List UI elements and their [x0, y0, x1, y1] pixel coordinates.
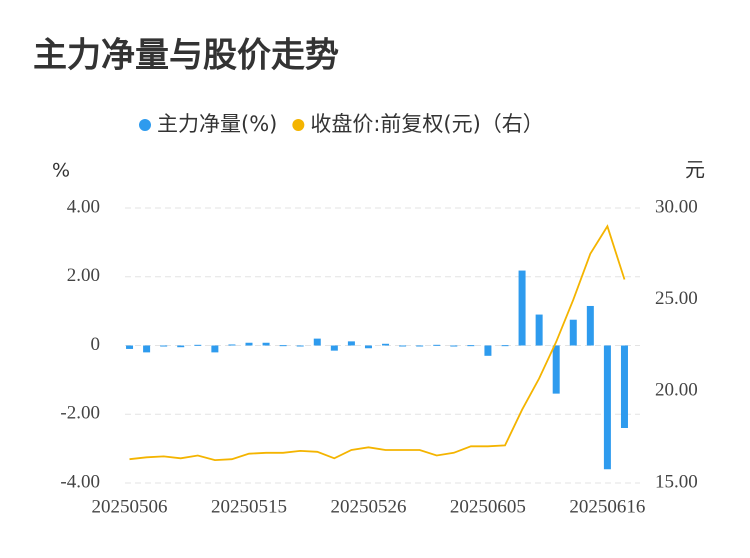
bar: [382, 343, 390, 346]
y-tick-label: 4.00: [67, 196, 100, 217]
x-tick-label: 20250605: [450, 496, 526, 517]
bar: [518, 270, 526, 346]
legend-label: 收盘价:前复权(元)（右）: [310, 112, 543, 136]
bar: [603, 345, 611, 470]
legend-marker: [139, 119, 151, 131]
bar: [569, 319, 577, 346]
bar: [399, 345, 407, 347]
bar: [228, 344, 236, 346]
legend-label: 主力净量(%): [157, 112, 277, 136]
bar: [467, 345, 475, 347]
x-tick-label: 20250526: [330, 496, 406, 517]
bar: [620, 345, 628, 428]
bar: [501, 345, 509, 347]
chart-title: 主力净量与股价走势: [33, 36, 339, 76]
bar: [450, 345, 458, 347]
bar: [433, 344, 441, 346]
bar: [245, 342, 253, 346]
bar: [194, 344, 202, 346]
y2-tick-label: 20.00: [655, 380, 698, 401]
bar: [126, 345, 134, 349]
bar: [296, 345, 304, 347]
y-tick-label: 0: [91, 334, 101, 355]
y2-tick-label: 25.00: [655, 288, 698, 309]
bar: [177, 345, 185, 348]
bar: [160, 345, 168, 347]
bar: [211, 345, 219, 353]
bar: [347, 341, 355, 346]
bar: [262, 342, 270, 346]
y2-tick-label: 30.00: [655, 196, 698, 217]
bar: [143, 345, 151, 353]
x-tick-label: 20250515: [211, 496, 287, 517]
x-tick-label: 20250506: [92, 496, 168, 517]
bar: [484, 345, 492, 356]
bar: [313, 338, 321, 346]
x-tick-label: 20250616: [569, 496, 645, 517]
y-tick-label: 2.00: [67, 265, 100, 286]
price-line: [129, 224, 626, 462]
y-tick-label: -2.00: [60, 403, 100, 424]
bar: [279, 345, 287, 347]
bar: [535, 314, 543, 346]
y-axis-unit: %: [52, 160, 70, 182]
y-tick-label: -4.00: [60, 471, 100, 492]
bar: [416, 345, 424, 347]
bar: [364, 345, 372, 349]
bar: [330, 345, 338, 351]
y2-tick-label: 15.00: [655, 471, 698, 492]
legend-marker: [292, 119, 305, 131]
y2-axis-unit: 元: [685, 158, 705, 182]
bar: [552, 345, 560, 394]
bar: [586, 305, 594, 346]
